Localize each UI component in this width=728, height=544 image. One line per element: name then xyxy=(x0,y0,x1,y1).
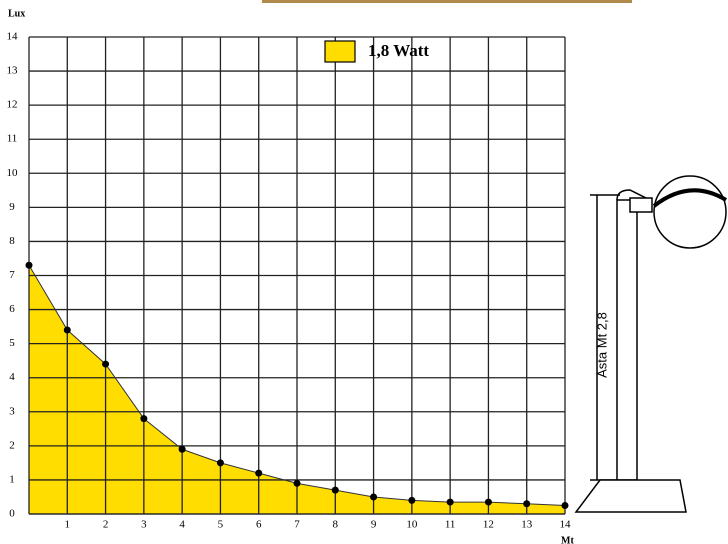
data-point xyxy=(447,499,454,506)
x-tick-label: 13 xyxy=(521,519,533,531)
y-tick-label: 0 xyxy=(9,508,15,520)
data-point xyxy=(370,493,377,500)
x-tick-label: 8 xyxy=(333,519,339,531)
x-axis-label: Mt xyxy=(561,535,574,544)
data-point xyxy=(294,480,301,487)
y-tick-label: 1 xyxy=(9,473,15,485)
data-point xyxy=(217,459,224,466)
y-tick-label: 8 xyxy=(9,235,15,247)
y-tick-label: 5 xyxy=(9,337,15,349)
x-tick-label: 14 xyxy=(560,519,572,531)
cropped-image xyxy=(262,0,632,3)
data-point xyxy=(562,502,569,509)
y-tick-label: 2 xyxy=(9,439,15,451)
data-point xyxy=(102,361,109,368)
x-tick-label: 12 xyxy=(483,519,494,531)
legend-swatch xyxy=(325,41,355,62)
y-tick-label: 11 xyxy=(7,133,18,145)
x-tick-label: 4 xyxy=(179,519,185,531)
x-tick-label: 5 xyxy=(218,519,224,531)
y-tick-label: 6 xyxy=(9,303,15,315)
y-tick-label: 4 xyxy=(9,371,15,383)
data-point xyxy=(332,487,339,494)
data-point xyxy=(64,327,71,334)
chart: Lux Mt Asta Mt 2,8 012345678910111213141… xyxy=(0,0,728,544)
x-tick-label: 10 xyxy=(406,519,418,531)
data-point xyxy=(523,500,530,507)
data-point xyxy=(255,470,262,477)
annotation: Asta Mt 2,8 xyxy=(594,312,609,378)
y-tick-label: 12 xyxy=(7,99,18,111)
x-tick-label: 7 xyxy=(294,519,300,531)
x-tick-label: 6 xyxy=(256,519,262,531)
data-point xyxy=(26,262,33,269)
data-point xyxy=(140,415,147,422)
y-tick-label: 7 xyxy=(9,269,15,281)
legend-label: 1,8 Watt xyxy=(368,41,429,60)
data-point xyxy=(179,446,186,453)
y-axis-label: Lux xyxy=(8,8,25,19)
y-tick-label: 3 xyxy=(9,405,15,417)
data-point xyxy=(485,499,492,506)
x-tick-label: 9 xyxy=(371,519,377,531)
x-tick-label: 1 xyxy=(65,519,71,531)
y-tick-label: 10 xyxy=(7,167,19,179)
x-tick-label: 2 xyxy=(103,519,109,531)
data-point xyxy=(408,497,415,504)
y-tick-label: 9 xyxy=(9,201,15,213)
x-tick-label: 3 xyxy=(141,519,147,531)
y-tick-label: 13 xyxy=(7,65,19,77)
y-tick-label: 14 xyxy=(7,31,19,43)
x-tick-label: 11 xyxy=(445,519,456,531)
